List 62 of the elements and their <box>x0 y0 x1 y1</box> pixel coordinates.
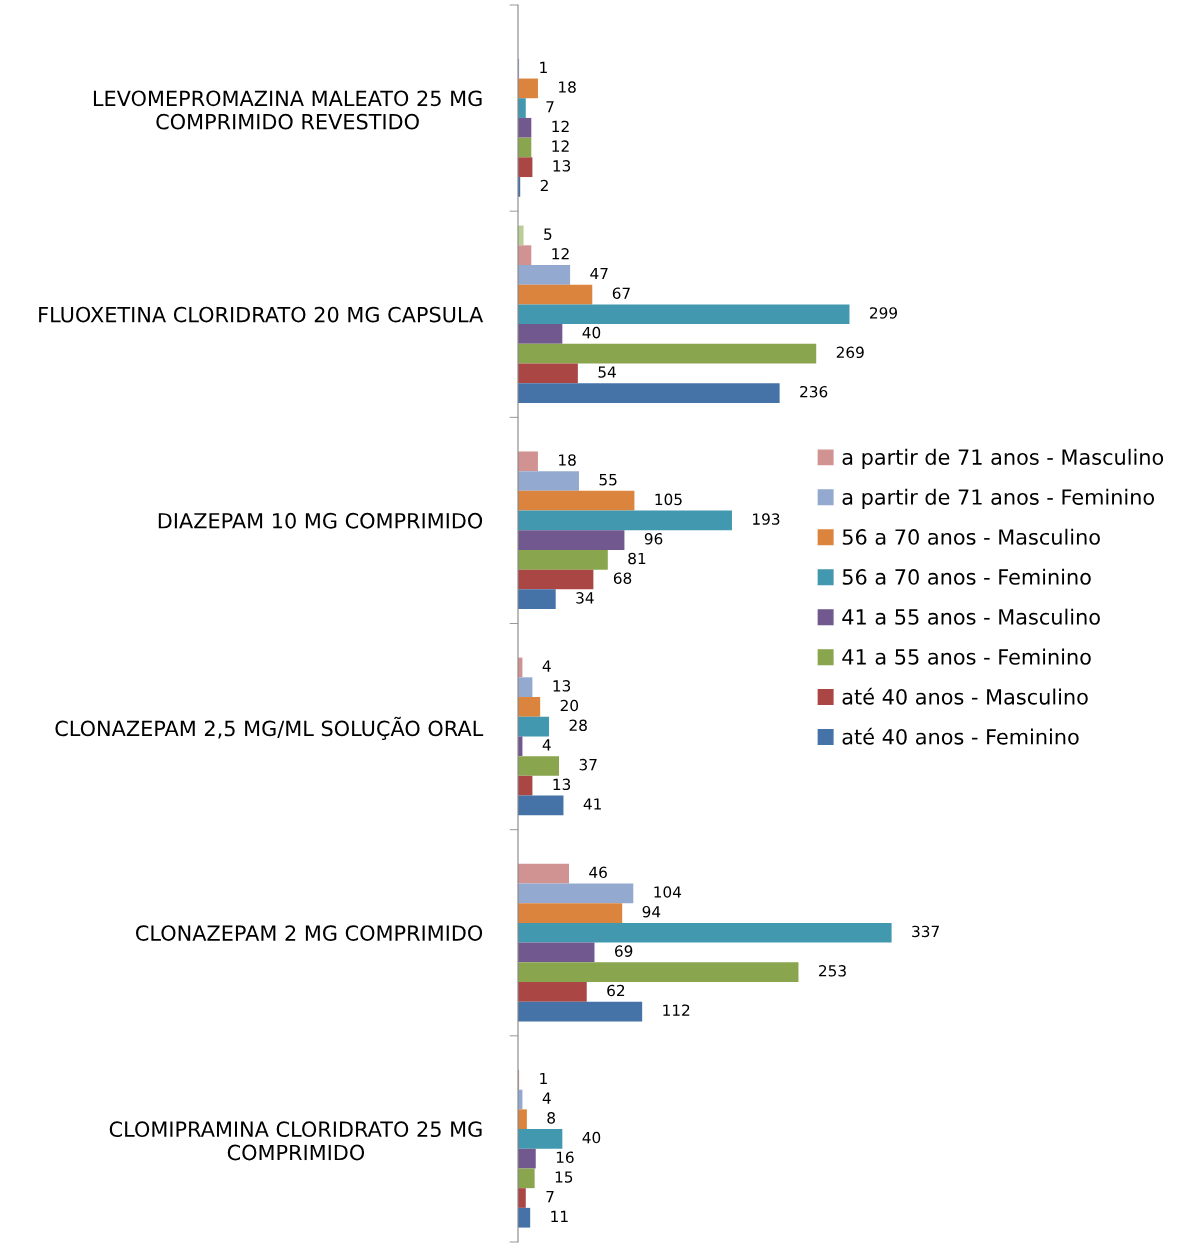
data-label: 62 <box>607 984 625 997</box>
legend-label: até 40 anos - Feminino <box>842 727 1079 745</box>
y-tick-label: CLONAZEPAM 2,5 MG/ML SOLUÇÃO ORAL <box>55 716 484 741</box>
data-label: 20 <box>560 699 579 712</box>
data-label: 7 <box>546 101 554 113</box>
legend-label: 56 a 70 anos - Feminino <box>842 568 1091 585</box>
data-label: 12 <box>552 120 569 132</box>
data-label: 18 <box>559 454 576 466</box>
data-label: 7 <box>546 1191 554 1203</box>
data-label: 28 <box>569 719 587 732</box>
y-tick-label: CLONAZEPAM 2 MG COMPRIMIDO <box>136 925 483 941</box>
data-label: 67 <box>612 287 630 299</box>
data-label: 18 <box>559 81 576 93</box>
data-label: 2 <box>540 179 548 192</box>
data-label: 40 <box>582 326 601 339</box>
y-tick-label: FLUOXETINA CLORIDRATO 20 MG CAPSULA <box>39 306 484 323</box>
data-label: 1 <box>540 1072 547 1085</box>
data-label: 13 <box>553 680 571 692</box>
data-label: 94 <box>642 905 661 918</box>
data-label: 54 <box>598 366 616 378</box>
data-label: 104 <box>654 886 682 898</box>
legend-label: 56 a 70 anos - Masculino <box>842 528 1100 545</box>
legend-label: a partir de 71 anos - Feminino <box>842 488 1155 509</box>
y-tick-label: CLOMIPRAMINA CLORIDRATO 25 MG COMPRIMIDO <box>109 1121 482 1161</box>
data-label: 299 <box>870 307 897 319</box>
data-label: 4 <box>542 1092 551 1104</box>
data-label: 13 <box>553 160 571 172</box>
data-label: 12 <box>552 140 569 152</box>
data-label: 5 <box>544 228 552 240</box>
data-label: 1 <box>540 61 547 73</box>
legend-label: 41 a 55 anos - Feminino <box>842 648 1091 665</box>
data-label: 68 <box>613 572 632 584</box>
y-tick-label: LEVOMEPROMAZINA MALEATO 25 MG COMPRIMIDO REVESTIDO <box>93 90 482 130</box>
legend-label: 41 a 55 anos - Masculino <box>842 608 1100 625</box>
data-label: 96 <box>644 532 663 545</box>
data-label: 269 <box>836 346 864 359</box>
data-label: 37 <box>579 758 597 771</box>
data-label: 8 <box>547 1112 555 1124</box>
data-label: 253 <box>819 965 846 977</box>
y-tick-label: DIAZEPAM 10 MG COMPRIMIDO <box>158 512 483 529</box>
data-label: 236 <box>800 385 828 398</box>
data-label: 193 <box>753 513 780 525</box>
data-label: 12 <box>552 248 569 260</box>
data-label: 46 <box>589 866 607 879</box>
data-label: 34 <box>576 592 594 604</box>
data-label: 41 <box>583 798 601 810</box>
data-label: 105 <box>655 493 682 506</box>
data-label: 47 <box>590 267 608 280</box>
data-label: 15 <box>555 1171 573 1183</box>
data-label: 337 <box>912 925 939 938</box>
data-label: 4 <box>542 739 551 751</box>
data-label: 112 <box>663 1004 690 1016</box>
data-label: 13 <box>553 778 571 791</box>
data-label: 40 <box>582 1131 601 1144</box>
legend-label: até 40 anos - Masculino <box>842 687 1088 705</box>
data-label: 55 <box>599 474 617 486</box>
data-label: 4 <box>542 660 551 672</box>
data-label: 16 <box>556 1151 574 1164</box>
legend-label: a partir de 71 anos - Masculino <box>842 448 1164 469</box>
data-label: 81 <box>628 552 646 565</box>
data-label: 11 <box>551 1210 568 1222</box>
data-label: 69 <box>615 945 633 957</box>
